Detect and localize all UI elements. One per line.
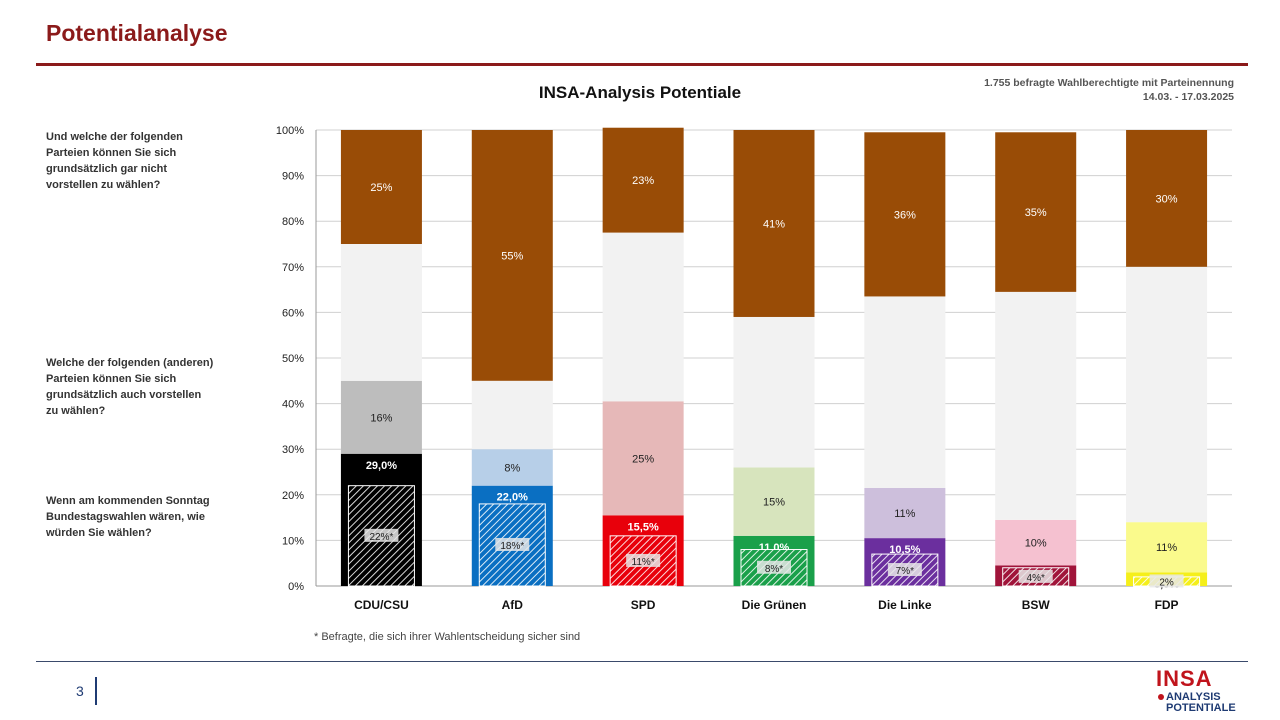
y-tick-label: 80% — [282, 216, 304, 228]
logo-potentiale: POTENTIALE — [1166, 702, 1236, 714]
potential-value-label: 15% — [763, 497, 785, 509]
logo-dot-icon — [1158, 694, 1164, 700]
sure-voter-label: 7%* — [896, 566, 914, 577]
undecided-segment — [1126, 266, 1208, 523]
potential-value-label: 16% — [370, 412, 392, 424]
sure-voter-label-bg — [1018, 569, 1053, 583]
potential-segment — [733, 467, 815, 536]
stacked-bar-chart: INSA-Analysis Potentiale 0% 10% 20% 30% 40% 5… — [276, 83, 1232, 612]
y-tick-label: 10% — [282, 535, 304, 547]
rejection-segment — [733, 130, 815, 317]
potential-segment — [864, 487, 946, 539]
sure-voter-label-bg — [887, 563, 922, 577]
x-tick-label: CDU/CSU — [354, 598, 409, 612]
sample-info: 1.755 befragte Wahlberechtigte mit Parte… — [984, 76, 1234, 104]
rejection-segment — [995, 132, 1077, 292]
question-vote: Wenn am kommenden Sonntag Bundestagswahl… — [46, 495, 210, 539]
x-tick-label: SPD — [631, 598, 656, 612]
y-tick-label: 100% — [276, 125, 304, 137]
x-tick-label: Die Grünen — [742, 598, 807, 612]
y-tick-label: 30% — [282, 444, 304, 456]
rejection-value-label: 36% — [894, 209, 916, 221]
y-tick-label: 50% — [282, 353, 304, 365]
undecided-segment — [471, 380, 553, 450]
insa-logo: INSA ANALYSIS POTENTIALE — [1150, 666, 1250, 716]
page-number-bar — [95, 677, 97, 705]
vote-value-label: 29,0% — [366, 460, 397, 472]
y-tick-label: 90% — [282, 171, 304, 183]
sure-voter-label: 4%* — [1027, 573, 1045, 584]
vote-value-label: 10,5% — [889, 544, 920, 556]
potential-value-label: 11% — [894, 508, 915, 520]
y-tick-label: 70% — [282, 262, 304, 274]
sure-voter-label-bg — [626, 553, 661, 567]
logo-wordmark: INSA — [1156, 666, 1213, 691]
x-tick-label: AfD — [502, 598, 524, 612]
sure-voter-label: 8%* — [765, 564, 783, 575]
potential-segment — [340, 380, 422, 454]
sure-voter-label-bg — [364, 528, 399, 542]
title-divider — [36, 63, 1248, 66]
y-axis: 0% 10% 20% 30% 40% 50% 60% 70% 80% 90% 100% — [276, 125, 1232, 593]
rejection-segment — [1126, 130, 1208, 267]
potential-segment — [602, 401, 684, 516]
date-range: 14.03. - 17.03.2025 — [1142, 91, 1234, 103]
sure-voter-label: 11%* — [632, 557, 655, 568]
x-tick-label: Die Linke — [878, 598, 932, 612]
sure-voter-label: 22%* — [369, 532, 393, 543]
rejection-value-label: 30% — [1156, 193, 1178, 205]
undecided-segment — [340, 244, 422, 381]
undecided-segment — [864, 296, 946, 488]
rejection-segment — [602, 127, 684, 233]
rejection-segment — [340, 130, 422, 244]
footer-divider — [36, 661, 1248, 662]
page-number: 3 — [76, 683, 84, 699]
footnote: * Befragte, die sich ihrer Wahlentscheid… — [314, 631, 581, 643]
sure-voter-label-bg — [757, 560, 791, 574]
x-axis: CDU/CSU AfD SPD Die Grünen Die Linke BSW FDP — [354, 598, 1178, 612]
logo-analysis: ANALYSIS — [1166, 691, 1221, 703]
bars: 29,0% 16% 25% 22%* 22,0% 8% 55% 18%* 15,5% 25% 23%… — [340, 127, 1208, 590]
sure-voter-label-bg — [495, 537, 530, 551]
y-tick-label: 0% — [288, 581, 304, 593]
potential-value-label: 8% — [504, 462, 520, 474]
y-tick-label: 60% — [282, 307, 304, 319]
y-tick-label: 40% — [282, 399, 304, 411]
sample-note: 1.755 befragte Wahlberechtigte mit Parte… — [984, 77, 1234, 89]
rejection-value-label: 25% — [370, 182, 392, 194]
rejection-segment — [471, 130, 553, 381]
sure-voter-label: 2% — [1159, 577, 1174, 588]
rejection-value-label: 41% — [763, 218, 785, 230]
potential-value-label: 11% — [1156, 542, 1177, 554]
undecided-segment — [733, 316, 815, 468]
y-tick-label: 20% — [282, 490, 304, 502]
rejection-segment — [864, 132, 946, 297]
question-rejection: Und welche der folgenden Parteien können… — [46, 131, 183, 191]
chart-title: INSA-Analysis Potentiale — [539, 83, 741, 102]
x-tick-label: BSW — [1022, 598, 1051, 612]
slide-title: Potentialanalyse — [46, 20, 228, 46]
potential-segment — [995, 519, 1077, 566]
potential-value-label: 10% — [1025, 538, 1047, 550]
potential-segment — [1126, 522, 1208, 573]
x-tick-label: FDP — [1155, 598, 1179, 612]
rejection-value-label: 55% — [501, 250, 523, 262]
rejection-value-label: 35% — [1025, 207, 1047, 219]
rejection-value-label: 23% — [632, 175, 654, 187]
potential-segment — [471, 449, 553, 486]
potential-value-label: 25% — [632, 453, 654, 465]
vote-value-label: 15,5% — [628, 521, 659, 533]
undecided-segment — [995, 291, 1077, 520]
question-potential: Welche der folgenden (anderen) Parteien … — [46, 357, 214, 417]
sure-voter-label-bg — [1149, 574, 1184, 588]
undecided-segment — [602, 232, 684, 402]
vote-value-label: 22,0% — [497, 492, 528, 504]
sure-voter-label: 18%* — [500, 541, 524, 552]
